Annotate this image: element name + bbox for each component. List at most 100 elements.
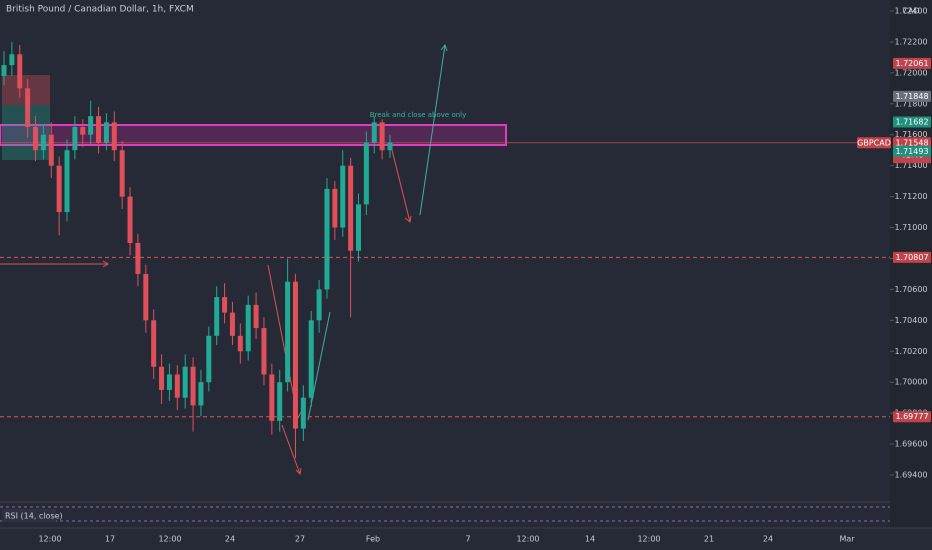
indicator-label: RSI (14, close): [5, 512, 63, 521]
candle-body: [80, 127, 86, 135]
candle-body: [206, 335, 212, 383]
y-tick-label: 1.69400: [894, 471, 927, 480]
candle-body: [190, 366, 196, 406]
x-tick-label: 24: [225, 535, 235, 544]
y-tick-label: 1.72400: [894, 7, 927, 16]
y-tick-label: 1.71200: [894, 192, 927, 201]
price-tag: [893, 116, 931, 128]
y-tick-label: 1.71800: [894, 99, 927, 108]
x-tick-label: 27: [295, 535, 305, 544]
candle-body: [127, 196, 133, 243]
candle-body: [379, 122, 385, 151]
symbol-label: GBPCAD: [857, 138, 891, 147]
candle-body: [269, 374, 275, 421]
candle-body: [9, 54, 15, 66]
candle-body: [214, 297, 220, 336]
x-tick-label: Mar: [839, 535, 855, 544]
candle-body: [261, 328, 267, 375]
x-tick-label: 12:00: [38, 535, 61, 544]
y-tick-label: 1.69600: [894, 440, 927, 449]
candle-body: [253, 304, 259, 329]
y-tick-label: 1.71400: [894, 161, 927, 170]
candle-body: [88, 116, 94, 135]
candle-body: [25, 88, 31, 127]
price-tag-label: 1.71848: [895, 92, 928, 101]
candle-body: [143, 273, 149, 321]
candle-body: [387, 142, 393, 151]
candle-body: [316, 289, 322, 321]
candle-body: [300, 397, 306, 429]
x-tick-label: 14: [585, 535, 595, 544]
candle-body: [371, 122, 377, 143]
chart-title: British Pound / Canadian Dollar, 1h, FXC…: [6, 5, 194, 15]
candle-body: [119, 150, 125, 197]
candle-body: [332, 188, 338, 228]
candle-body: [96, 116, 102, 143]
annotation: Break and close above only: [370, 111, 467, 119]
y-tick-label: 1.70000: [894, 378, 927, 387]
candle-body: [166, 374, 172, 390]
candle-body: [277, 382, 283, 421]
candle-body: [340, 165, 346, 228]
candle-body: [103, 122, 109, 143]
y-tick-label: 1.70600: [894, 285, 927, 294]
candle-body: [174, 374, 180, 398]
supply-zone: [0, 124, 507, 146]
candle-body: [222, 297, 228, 313]
price-axis: [890, 0, 932, 528]
candle-body: [151, 320, 157, 367]
candle-body: [355, 204, 361, 251]
price-tag: [893, 145, 931, 157]
price-tag: [893, 411, 931, 423]
candle-body: [237, 335, 243, 352]
candle-body: [56, 165, 62, 213]
candle-body: [308, 320, 314, 398]
currency: CAD: [902, 7, 919, 16]
candle-body: [324, 188, 330, 290]
drawings: [0, 149, 412, 476]
candle-body: [292, 281, 298, 429]
x-tick-label: 7: [465, 535, 470, 544]
price-tag-label: 1.71493: [895, 147, 928, 156]
y-tick-label: 1.71600: [894, 130, 927, 139]
candle-body: [285, 281, 291, 383]
y-tick-label: 1.70200: [894, 347, 927, 356]
x-tick-label: 12:00: [637, 535, 660, 544]
candle-body: [33, 127, 39, 151]
symbol-tag: [857, 137, 891, 149]
candle-body: [40, 134, 46, 151]
price-tag: [893, 90, 931, 102]
price-tag-label: 1.71682: [895, 118, 928, 127]
candle-body: [363, 142, 369, 205]
candle-body: [111, 122, 117, 151]
arrow: [391, 149, 412, 223]
candle-body: [159, 366, 165, 390]
indicator-box: [2, 509, 56, 522]
y-tick-label: 1.71000: [894, 223, 927, 232]
price-tag-label: 1.69777: [895, 412, 928, 421]
candle-body: [182, 366, 188, 398]
x-tick-label: Feb: [366, 535, 380, 544]
candle-body: [229, 312, 235, 336]
x-tick-label: 12:00: [158, 535, 181, 544]
arrow: [0, 260, 109, 268]
price-tag: [893, 251, 931, 263]
candle-body: [245, 304, 251, 352]
price-tag-label: 1.71548: [895, 138, 928, 147]
arrow: [281, 424, 302, 476]
x-tick-label: 17: [105, 535, 115, 544]
candle-body: [48, 134, 54, 166]
y-tick-label: 1.72000: [894, 68, 927, 77]
candle-body: [72, 127, 78, 151]
x-tick-label: 21: [704, 535, 714, 544]
candle-body: [64, 150, 70, 213]
candle-body: [1, 65, 7, 76]
price-tag-label: 1.72061: [895, 59, 928, 68]
arrow: [419, 43, 448, 216]
candle-body: [348, 165, 354, 251]
x-tick-label: 24: [763, 535, 773, 544]
candle-body: [17, 54, 23, 89]
candle-body: [198, 382, 204, 406]
